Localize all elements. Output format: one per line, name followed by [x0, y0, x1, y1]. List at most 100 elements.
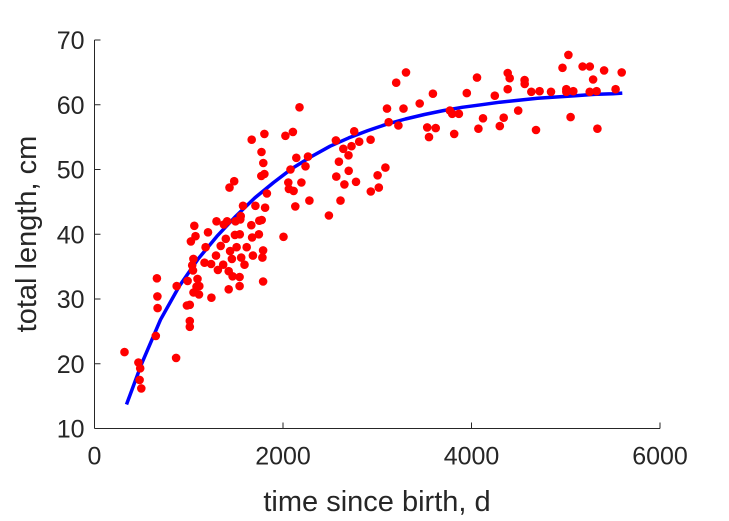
data-point — [224, 285, 233, 294]
data-point — [203, 228, 213, 237]
data-point — [238, 201, 248, 211]
y-ticks: 10 20 30 40 50 60 70 — [57, 27, 101, 444]
data-point — [611, 84, 620, 94]
data-point — [428, 89, 438, 98]
data-point — [137, 384, 146, 393]
data-point — [546, 87, 556, 97]
data-point — [227, 254, 237, 264]
data-point — [324, 211, 334, 220]
data-point — [235, 272, 244, 282]
data-point — [334, 157, 344, 166]
data-point — [301, 162, 310, 171]
y-tick-label: 40 — [57, 221, 85, 249]
data-point — [495, 121, 505, 131]
data-point — [558, 63, 567, 73]
data-point — [588, 75, 598, 84]
data-point — [424, 132, 434, 142]
data-point — [599, 66, 609, 75]
data-point — [221, 234, 231, 244]
data-point — [258, 277, 268, 286]
data-point — [207, 293, 216, 303]
data-point — [527, 87, 536, 97]
axes — [94, 40, 660, 429]
data-point — [260, 129, 269, 139]
data-point — [564, 50, 573, 60]
data-point — [212, 217, 221, 226]
data-point — [153, 303, 162, 313]
data-point — [232, 242, 241, 252]
data-point — [478, 114, 488, 123]
data-point — [229, 176, 239, 186]
data-point — [213, 265, 223, 275]
data-point — [284, 178, 293, 187]
data-point — [135, 375, 144, 385]
x-axis-title: time since birth, d — [263, 486, 490, 518]
data-point — [373, 171, 382, 180]
data-point — [152, 274, 162, 283]
x-tick-label: 4000 — [444, 443, 500, 471]
data-point — [366, 187, 376, 196]
data-point — [531, 125, 541, 135]
data-point — [225, 183, 234, 192]
data-point — [447, 109, 457, 119]
data-point — [305, 196, 314, 205]
data-point — [351, 177, 361, 187]
data-point — [240, 260, 249, 270]
data-point — [454, 109, 464, 119]
data-point — [225, 246, 235, 256]
data-point — [569, 86, 578, 96]
data-point — [235, 281, 244, 291]
data-point — [535, 86, 544, 96]
data-point — [262, 189, 272, 198]
data-points-layer — [120, 50, 626, 393]
data-point — [236, 211, 245, 221]
data-point — [382, 104, 392, 113]
data-point — [331, 136, 341, 145]
data-point — [189, 254, 198, 264]
data-point — [188, 266, 198, 275]
data-point — [422, 123, 432, 132]
data-point — [247, 135, 256, 144]
y-tick-label: 70 — [57, 27, 85, 55]
data-point — [235, 230, 245, 239]
x-tick-label: 2000 — [255, 443, 311, 471]
data-point — [297, 178, 306, 187]
data-point — [585, 87, 594, 97]
y-axis-title: total length, cm — [11, 136, 43, 333]
data-point — [585, 62, 595, 71]
data-point — [222, 217, 232, 226]
data-point — [195, 281, 204, 291]
data-point — [462, 88, 472, 98]
data-point — [592, 86, 601, 96]
data-point — [381, 163, 390, 172]
data-point — [153, 292, 162, 301]
x-tick-label: 0 — [88, 443, 102, 471]
data-point — [242, 242, 251, 252]
data-point — [191, 231, 200, 241]
data-point — [431, 123, 441, 133]
data-point — [474, 124, 483, 133]
data-point — [505, 73, 514, 83]
data-point — [399, 104, 408, 113]
data-point — [120, 347, 129, 357]
data-point — [617, 68, 626, 77]
data-point — [193, 274, 202, 284]
data-point — [354, 137, 364, 146]
data-point — [340, 180, 349, 189]
data-point — [194, 290, 204, 299]
data-point — [185, 300, 195, 310]
data-point — [286, 165, 295, 174]
data-point — [279, 232, 288, 242]
data-point — [415, 99, 425, 108]
x-ticks: 0 2000 4000 6000 — [88, 422, 688, 471]
data-point — [347, 141, 356, 151]
data-point — [248, 251, 258, 260]
data-point — [260, 203, 270, 212]
data-point — [336, 196, 345, 205]
data-point — [258, 253, 267, 262]
data-point — [236, 253, 246, 262]
data-point — [288, 127, 298, 137]
data-point — [200, 258, 209, 268]
data-point — [384, 117, 394, 127]
data-point — [394, 121, 403, 130]
